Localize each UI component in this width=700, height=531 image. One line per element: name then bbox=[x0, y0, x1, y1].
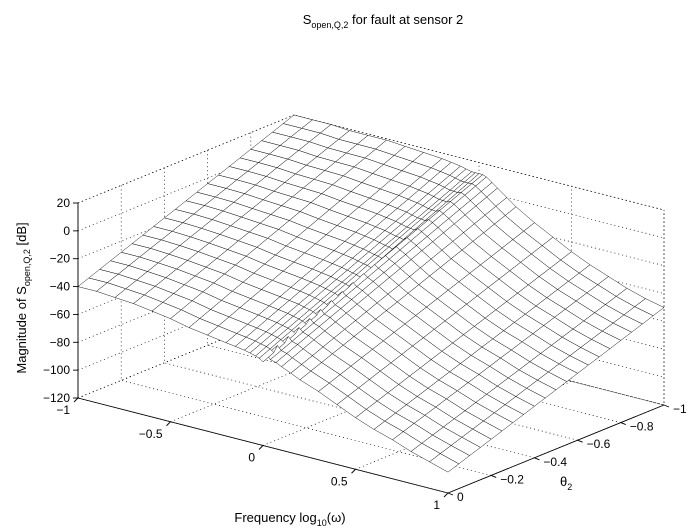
z-tick-label: −80 bbox=[50, 335, 71, 349]
z-tick-label: −40 bbox=[50, 280, 71, 294]
tick-labels: −1 −0.5 0 0.5 1 −1 −0.8 −0.6 −0.4 −0.2 0 −120 −100 −8… bbox=[43, 196, 687, 512]
z-tick-label: 20 bbox=[57, 196, 71, 210]
y-tick bbox=[577, 439, 583, 443]
surface-mesh bbox=[77, 114, 665, 473]
y-tick bbox=[534, 457, 540, 461]
y-axis-label: θ2 bbox=[560, 474, 572, 492]
y-axis-label-main: θ bbox=[560, 474, 567, 489]
z-axis-label-suffix: [dB] bbox=[14, 222, 29, 249]
axes bbox=[73, 202, 670, 498]
x-tick bbox=[258, 445, 264, 450]
z-tick-label: 0 bbox=[63, 224, 70, 238]
chart-title-subscript: open,Q,2 bbox=[311, 20, 348, 30]
y-tick-label: −1 bbox=[673, 402, 687, 416]
z-axis-label-main: Magnitude of S bbox=[14, 286, 29, 374]
y-tick bbox=[447, 492, 454, 496]
y-tick bbox=[663, 404, 670, 408]
z-tick-label: −100 bbox=[43, 363, 70, 377]
x-tick-label: 0 bbox=[248, 451, 255, 465]
x-axis-label-subscript: 10 bbox=[317, 518, 327, 528]
z-tick-label: −60 bbox=[50, 307, 71, 321]
x-tick bbox=[443, 492, 449, 498]
y-axis-line bbox=[447, 404, 665, 494]
y-grid-line bbox=[120, 185, 492, 476]
chart-title: Sopen,Q,2 for fault at sensor 2 bbox=[303, 12, 464, 30]
x-tick-label: 0.5 bbox=[331, 474, 348, 488]
x-tick-label: −1 bbox=[56, 403, 70, 417]
y-axis-label-subscript: 2 bbox=[567, 482, 572, 492]
chart-title-main: S bbox=[303, 12, 312, 27]
y-tick-label: −0.2 bbox=[500, 472, 524, 486]
x-tick bbox=[73, 397, 79, 403]
z-tick-label: −20 bbox=[50, 252, 71, 266]
chart-title-suffix: for fault at sensor 2 bbox=[348, 12, 463, 27]
x-axis-label-suffix: (ω) bbox=[327, 510, 346, 525]
x-tick-label: 1 bbox=[433, 498, 440, 512]
z-axis-label-subscript: open,Q,2 bbox=[22, 249, 32, 286]
x-axis-label-main: Frequency log bbox=[234, 510, 316, 525]
z-axis-label: Magnitude of Sopen,Q,2 [dB] bbox=[14, 222, 32, 373]
y-tick bbox=[620, 422, 626, 426]
surface-panel bbox=[258, 348, 275, 363]
y-tick bbox=[491, 474, 497, 478]
y-tick-label: 0 bbox=[457, 490, 464, 504]
y-tick-label: −0.8 bbox=[630, 420, 654, 434]
x-tick-label: −0.5 bbox=[139, 427, 163, 441]
y-tick-label: −0.6 bbox=[587, 437, 611, 451]
x-tick bbox=[166, 421, 171, 427]
y-tick-label: −0.4 bbox=[543, 455, 567, 469]
surface-panel bbox=[429, 453, 460, 473]
z-tick-label: −120 bbox=[43, 391, 70, 405]
x-axis-label: Frequency log10(ω) bbox=[234, 510, 345, 528]
x-tick bbox=[351, 468, 356, 474]
